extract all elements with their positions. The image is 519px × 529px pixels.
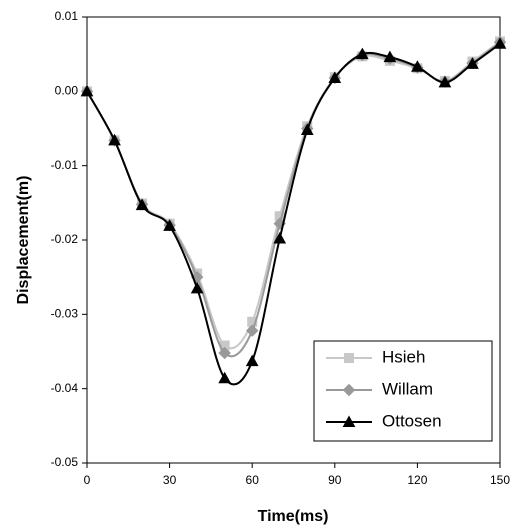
series-line: [86, 42, 501, 386]
data-point: [108, 133, 121, 146]
data-point: [190, 281, 204, 294]
data-point: [163, 219, 176, 231]
data-point: [300, 123, 314, 135]
data-point: [273, 231, 287, 244]
y-tick-label: -0.01: [51, 158, 79, 172]
legend: Hsieh Willam Ottosen: [313, 340, 493, 442]
legend-marker: [342, 383, 356, 397]
data-point: [135, 198, 149, 211]
y-tick-label: -0.03: [51, 307, 79, 321]
y-tick-label: -0.05: [51, 455, 79, 469]
y-tick-label: -0.02: [51, 232, 79, 246]
x-tick-label: 60: [246, 473, 260, 487]
data-point: [328, 71, 342, 83]
data-point: [245, 354, 259, 367]
y-tick-label: -0.04: [51, 381, 79, 395]
y-axis-title: Displacement(m): [15, 176, 32, 305]
data-point: [80, 84, 94, 97]
x-tick-label: 0: [84, 473, 91, 487]
y-tick-label: 0.00: [55, 84, 79, 98]
data-point: [218, 371, 232, 384]
data-point: [466, 57, 479, 69]
data-point: [355, 47, 369, 60]
legend-label: Willam: [382, 379, 433, 398]
x-tick-label: 90: [328, 473, 342, 487]
legend-marker: [344, 353, 354, 363]
data-point: [383, 50, 397, 63]
legend-marker: [342, 415, 356, 427]
data-point: [493, 37, 507, 49]
x-axis-title: Time(ms): [258, 508, 329, 525]
legend-label: Hsieh: [382, 347, 425, 366]
series-line: [86, 40, 501, 350]
x-tick-label: 30: [163, 473, 177, 487]
data-point: [218, 346, 231, 360]
data-point: [245, 324, 259, 337]
data-point: [438, 75, 452, 88]
y-tick-label: 0.01: [55, 9, 79, 23]
x-tick-label: 150: [490, 473, 510, 487]
legend-label: Ottosen: [382, 411, 442, 430]
x-tick-label: 120: [407, 473, 427, 487]
data-point: [411, 60, 424, 72]
series-line: [86, 41, 501, 358]
